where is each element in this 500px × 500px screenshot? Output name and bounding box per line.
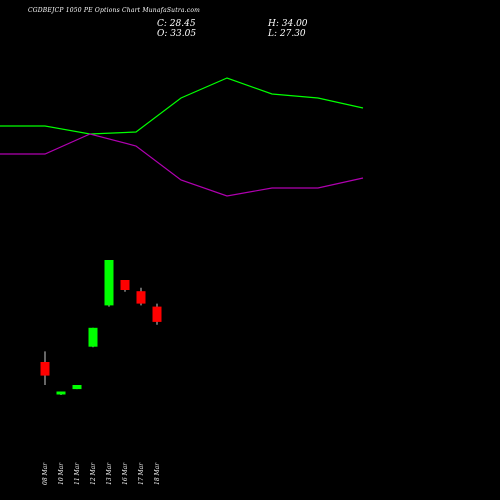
chart-title: CGDBEJCP 1050 PE Options Chart MunafaSut… (28, 7, 201, 14)
high-readout: H: 34.00 (268, 19, 308, 29)
candle-body-7 (136, 291, 146, 304)
close-readout: C: 28.45 (157, 19, 196, 29)
high-label: H: (268, 19, 279, 29)
x-tick-label-6: 16 Mar (122, 462, 129, 485)
low-value: 27.30 (279, 29, 306, 39)
candle-body-3 (72, 385, 82, 390)
candle-body-1 (40, 362, 50, 376)
x-tick-label-8: 18 Mar (154, 462, 161, 485)
open-label: O: (157, 29, 168, 39)
close-value: 28.45 (169, 19, 196, 29)
candle-body-2 (56, 391, 66, 395)
candle-body-6 (120, 280, 130, 290)
low-readout: L: 27.30 (268, 29, 306, 39)
low-label: L: (268, 29, 278, 39)
candle-body-8 (152, 306, 162, 322)
candle-body-5 (104, 260, 114, 306)
x-tick-label-2: 10 Mar (58, 462, 65, 485)
x-tick-label-3: 11 Mar (74, 462, 81, 485)
x-tick-label-5: 13 Mar (106, 462, 113, 485)
x-tick-label-7: 17 Mar (138, 462, 145, 485)
x-tick-label-4: 12 Mar (90, 462, 97, 485)
indicator-line-2 (0, 133, 364, 197)
close-label: C: (157, 19, 167, 29)
open-readout: O: 33.05 (157, 29, 196, 39)
candle-body-4 (88, 327, 98, 347)
x-tick-label-1: 08 Mar (42, 462, 49, 485)
high-value: 34.00 (281, 19, 308, 29)
open-value: 33.05 (170, 29, 197, 39)
indicator-line-1 (0, 77, 364, 135)
